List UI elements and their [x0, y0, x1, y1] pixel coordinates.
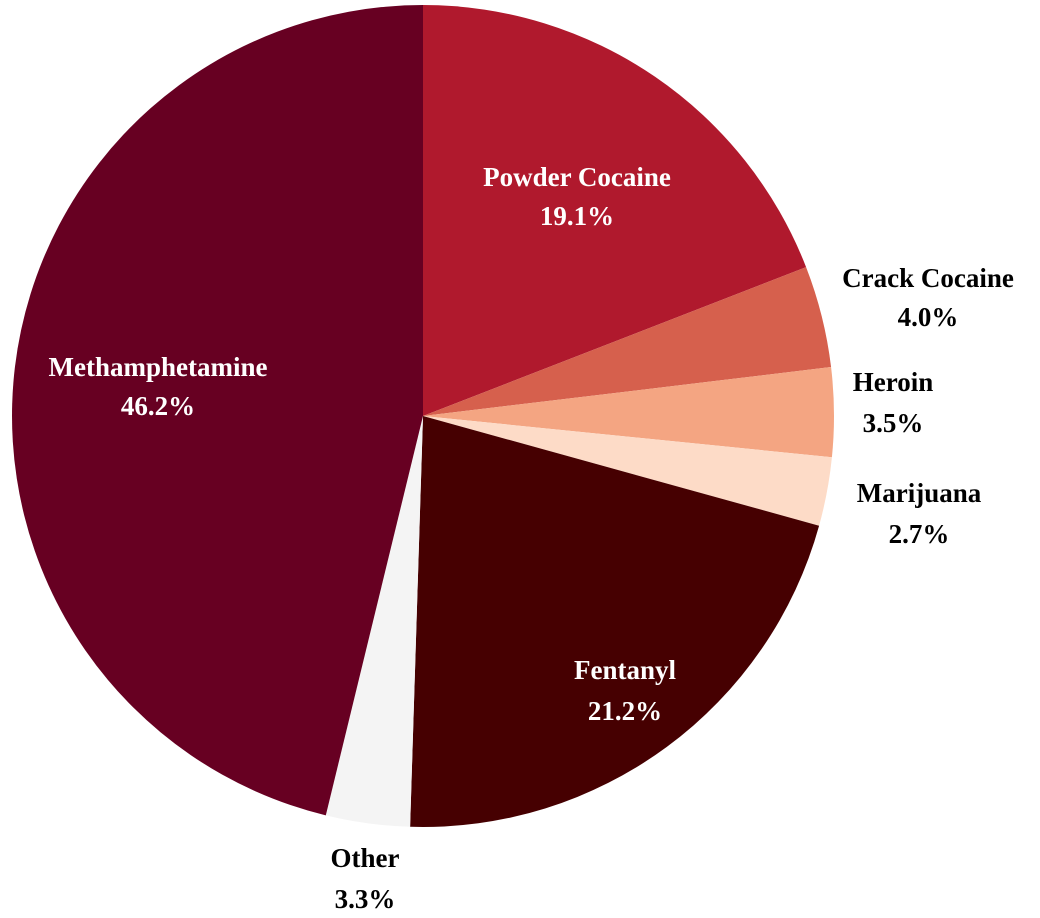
pie-slice-marijuana	[423, 416, 832, 526]
pie-labels: Powder Cocaine 19.1% Crack Cocaine 4.0% Hero…	[49, 162, 1014, 914]
pie-slice-methamphetamine	[12, 5, 423, 816]
slice-value-fentanyl: 21.2%	[588, 696, 662, 726]
slice-value-other: 3.3%	[335, 884, 396, 914]
pie-slices	[12, 4, 834, 828]
pie-slice-powder-cocaine	[423, 4, 807, 416]
slice-label-methamphetamine: Methamphetamine	[49, 352, 268, 382]
pie-slice-crack-cocaine	[423, 267, 832, 416]
slice-label-crack-cocaine: Crack Cocaine	[842, 263, 1014, 293]
slice-label-powder-cocaine: Powder Cocaine	[483, 162, 671, 192]
pie-slice-heroin	[423, 367, 834, 458]
slice-value-crack-cocaine: 4.0%	[898, 302, 959, 332]
slice-label-marijuana: Marijuana	[857, 478, 982, 508]
slice-value-powder-cocaine: 19.1%	[540, 201, 614, 231]
slice-label-heroin: Heroin	[853, 367, 934, 397]
slice-label-other: Other	[331, 843, 400, 873]
pie-slice-fentanyl	[410, 416, 820, 828]
slice-label-fentanyl: Fentanyl	[574, 655, 677, 685]
slice-value-methamphetamine: 46.2%	[121, 391, 195, 421]
slice-value-marijuana: 2.7%	[889, 519, 950, 549]
slice-value-heroin: 3.5%	[863, 408, 924, 438]
pie-slice-other	[325, 416, 423, 827]
